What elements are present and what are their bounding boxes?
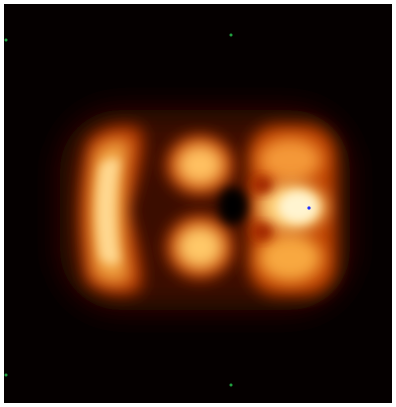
right-lobe [248,125,336,295]
marker-dot [5,374,8,377]
marker-dot [5,39,8,42]
intensity-image [0,0,396,407]
marker-dot [230,384,233,387]
marker-dot [307,206,310,209]
page [0,0,396,407]
dark-center [219,188,247,224]
marker-dot [230,34,233,37]
